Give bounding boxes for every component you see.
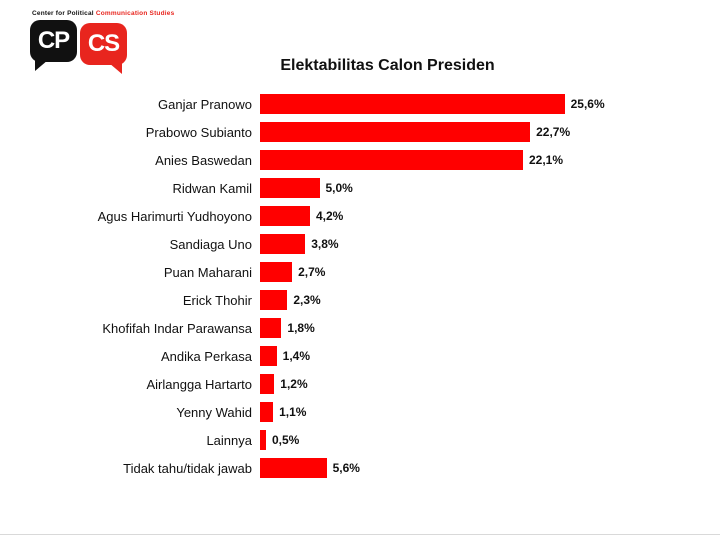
value-label: 2,3% (293, 293, 321, 307)
bar-track: 3,8% (260, 234, 690, 254)
category-label: Puan Maharani (163, 264, 252, 280)
category-label: Airlangga Hartarto (146, 376, 253, 392)
logo-cs-text: CS (87, 30, 120, 57)
value-label: 3,8% (311, 237, 339, 251)
logo-cp-bubble: CP (30, 20, 77, 71)
logo-cs-tail (109, 63, 122, 74)
bar-row: Agus Harimurti Yudhoyono 4,2% (30, 202, 690, 230)
bar-chart: Ganjar Pranowo 25,6% Prabowo Subianto 22,7%… (30, 90, 690, 482)
bar (260, 458, 327, 478)
category-label: Sandiaga Uno (169, 236, 252, 252)
bar (260, 374, 275, 394)
category-label: Ridwan Kamil (172, 180, 252, 196)
category-label: Andika Perkasa (160, 348, 252, 364)
category-label: Prabowo Subianto (145, 124, 252, 140)
value-label: 1,2% (280, 377, 308, 391)
logo-cp-tail (35, 60, 48, 71)
value-label: 5,6% (332, 461, 360, 475)
category-label: Agus Harimurti Yudhoyono (97, 208, 252, 224)
bar (260, 430, 266, 450)
logo-tagline-black: Center for Political (32, 10, 94, 17)
bar-track: 1,2% (260, 374, 690, 394)
chart-title: Elektabilitas Calon Presiden (280, 57, 495, 74)
logo-tagline-red: Communication Studies (95, 10, 175, 17)
bar (260, 318, 282, 338)
bar (260, 262, 293, 282)
value-label: 2,7% (298, 265, 326, 279)
logo-cs-bubble: CS (80, 23, 127, 74)
bar-track: 1,1% (260, 402, 690, 422)
value-label: 1,8% (287, 321, 315, 335)
category-label: Erick Thohir (182, 292, 252, 308)
bar-track: 5,6% (260, 458, 690, 478)
bar-row: Ganjar Pranowo 25,6% (30, 90, 690, 118)
category-label: Lainnya (206, 432, 252, 448)
bar (260, 150, 523, 170)
bar (260, 234, 306, 254)
category-label: Yenny Wahid (176, 404, 252, 420)
bar-row: Puan Maharani 2,7% (30, 258, 690, 286)
bar (260, 402, 274, 422)
bar-track: 25,6% (260, 94, 690, 114)
bar-row: Ridwan Kamil 5,0% (30, 174, 690, 202)
bar (260, 290, 288, 310)
bar-row: Lainnya 0,5% (30, 426, 690, 454)
value-label: 0,5% (271, 433, 300, 447)
bar (260, 94, 565, 114)
value-label: 1,4% (282, 349, 311, 363)
bar-track: 4,2% (260, 206, 690, 226)
category-label: Anies Baswedan (155, 152, 252, 168)
bar-track: 5,0% (260, 178, 690, 198)
value-label: 4,2% (315, 209, 344, 223)
bar (260, 346, 277, 366)
bar (260, 206, 310, 226)
value-label: 22,1% (528, 153, 564, 167)
bar (260, 178, 320, 198)
bar-row: Yenny Wahid 1,1% (30, 398, 690, 426)
bar-row: Sandiaga Uno 3,8% (30, 230, 690, 258)
bar-row: Andika Perkasa 1,4% (30, 342, 690, 370)
bar-row: Khofifah Indar Parawansa 1,8% (30, 314, 690, 342)
bar-row: Erick Thohir 2,3% (30, 286, 690, 314)
bar-row: Tidak tahu/tidak jawab 5,6% (30, 454, 690, 482)
bar-track: 0,5% (260, 430, 690, 450)
logo-bubbles: CP CS (30, 20, 150, 74)
bar-track: 2,3% (260, 290, 690, 310)
value-label: 1,1% (279, 405, 307, 419)
value-label: 25,6% (570, 97, 605, 111)
bar-track: 22,7% (260, 122, 690, 142)
bar-row: Anies Baswedan 22,1% (30, 146, 690, 174)
bar-row: Prabowo Subianto 22,7% (30, 118, 690, 146)
value-label: 22,7% (536, 125, 571, 139)
category-label: Khofifah Indar Parawansa (102, 320, 252, 336)
bar-track: 22,1% (260, 150, 690, 170)
cpcs-logo: Center for Political Communication Studi… (30, 10, 174, 74)
value-label: 5,0% (325, 181, 353, 195)
logo-tagline: Center for Political Communication Studi… (32, 10, 174, 17)
bar-track: 1,4% (260, 346, 690, 366)
category-label: Ganjar Pranowo (158, 96, 252, 112)
category-label: Tidak tahu/tidak jawab (123, 460, 252, 476)
bar-row: Airlangga Hartarto 1,2% (30, 370, 690, 398)
logo-cp-text: CP (37, 27, 70, 54)
bar-track: 1,8% (260, 318, 690, 338)
bar-track: 2,7% (260, 262, 690, 282)
bar (260, 122, 531, 142)
